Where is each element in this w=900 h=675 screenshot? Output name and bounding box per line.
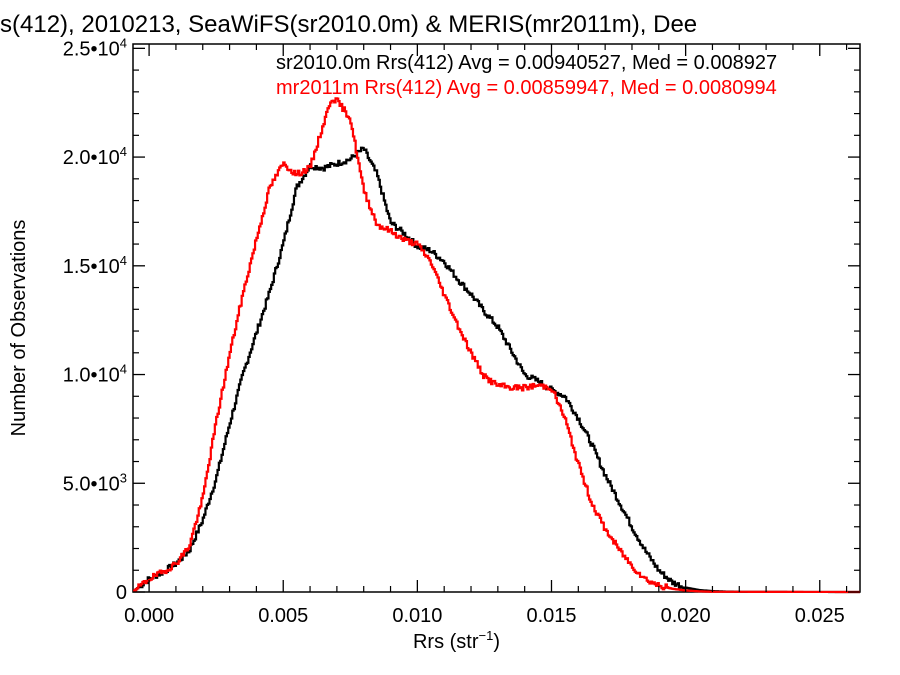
ticks-group xyxy=(133,44,860,593)
y-tick-label: 1.0•104 xyxy=(63,362,127,387)
chart-title: s(412), 2010213, SeaWiFS(sr2010.0m) & ME… xyxy=(0,11,697,38)
y-tick-label: 2.5•104 xyxy=(63,35,127,60)
legend-entry: mr2011m Rrs(412) Avg = 0.00859947, Med =… xyxy=(276,77,777,99)
legend: sr2010.0m Rrs(412) Avg = 0.00940527, Med… xyxy=(276,52,777,99)
series-group xyxy=(133,97,860,594)
x-tick-label: 0.025 xyxy=(795,605,845,627)
plot-frame xyxy=(132,43,861,593)
plot-area xyxy=(132,43,861,594)
x-tick-label: 0.010 xyxy=(392,605,442,627)
x-tick-label: 0.020 xyxy=(661,605,711,627)
y-tick-label: 2.0•104 xyxy=(63,144,127,169)
series-line-mr2011m xyxy=(133,97,860,594)
y-tick-label: 1.5•104 xyxy=(63,253,127,278)
x-tick-labels: 0.000 0.005 0.010 0.015 0.020 0.025 xyxy=(124,605,845,627)
x-tick-label: 0.015 xyxy=(526,605,576,627)
y-axis-title: Number of Observations xyxy=(8,220,30,437)
series-line-sr2010-0m xyxy=(133,146,860,594)
x-tick-label: 0.005 xyxy=(258,605,308,627)
legend-entry: sr2010.0m Rrs(412) Avg = 0.00940527, Med… xyxy=(276,52,777,74)
x-axis-title: Rrs (str−1) xyxy=(413,628,500,653)
y-tick-label: 0 xyxy=(116,582,127,604)
y-tick-labels: 0 5.0•103 1.0•104 1.5•104 2.0•104 2.5•104 xyxy=(63,35,127,604)
x-tick-label: 0.000 xyxy=(124,605,174,627)
y-tick-label: 5.0•103 xyxy=(63,470,127,495)
